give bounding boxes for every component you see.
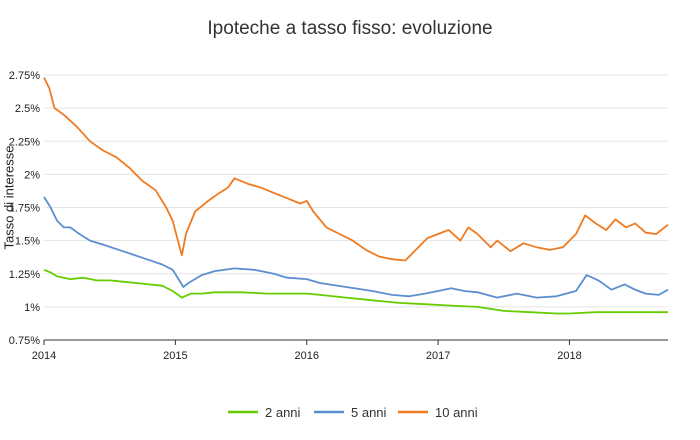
y-tick-label: 1% [24,302,40,314]
gridlines [43,74,668,345]
legend-label: 5 anni [351,405,387,420]
y-tick-label: 2.75% [9,70,40,82]
x-tick-label: 2015 [163,350,187,362]
x-tick-label: 2018 [557,350,581,362]
series-lines [43,77,669,315]
y-tick-labels: 0.75% 1% 1.25% 1.5% 1.75% 2% 2.25% 2.5% 2.75% [9,70,40,347]
y-tick-label: 1.25% [9,269,40,281]
y-tick-label: 2.5% [15,103,40,115]
legend-label: 2 anni [265,405,301,420]
x-tick-label: 2017 [426,350,450,362]
legend: 2 anni 5 anni 10 anni [228,405,478,420]
series-line-1 [43,268,668,315]
y-tick-label: 1.5% [15,236,40,248]
y-tick-label: 1.75% [9,203,40,215]
y-tick-label: 2% [24,169,40,181]
chart-title: Ipoteche a tasso fisso: evoluzione [207,18,493,39]
series-line-2 [43,196,669,299]
x-tick-labels: 2014 2015 2016 2017 2018 [32,350,582,362]
legend-label: 10 anni [435,405,478,420]
x-tick-label: 2016 [294,350,318,362]
y-tick-label: 0.75% [9,335,40,347]
y-tick-label: 2.25% [9,136,40,148]
series-line-3 [43,77,669,262]
x-tick-label: 2014 [32,350,56,362]
